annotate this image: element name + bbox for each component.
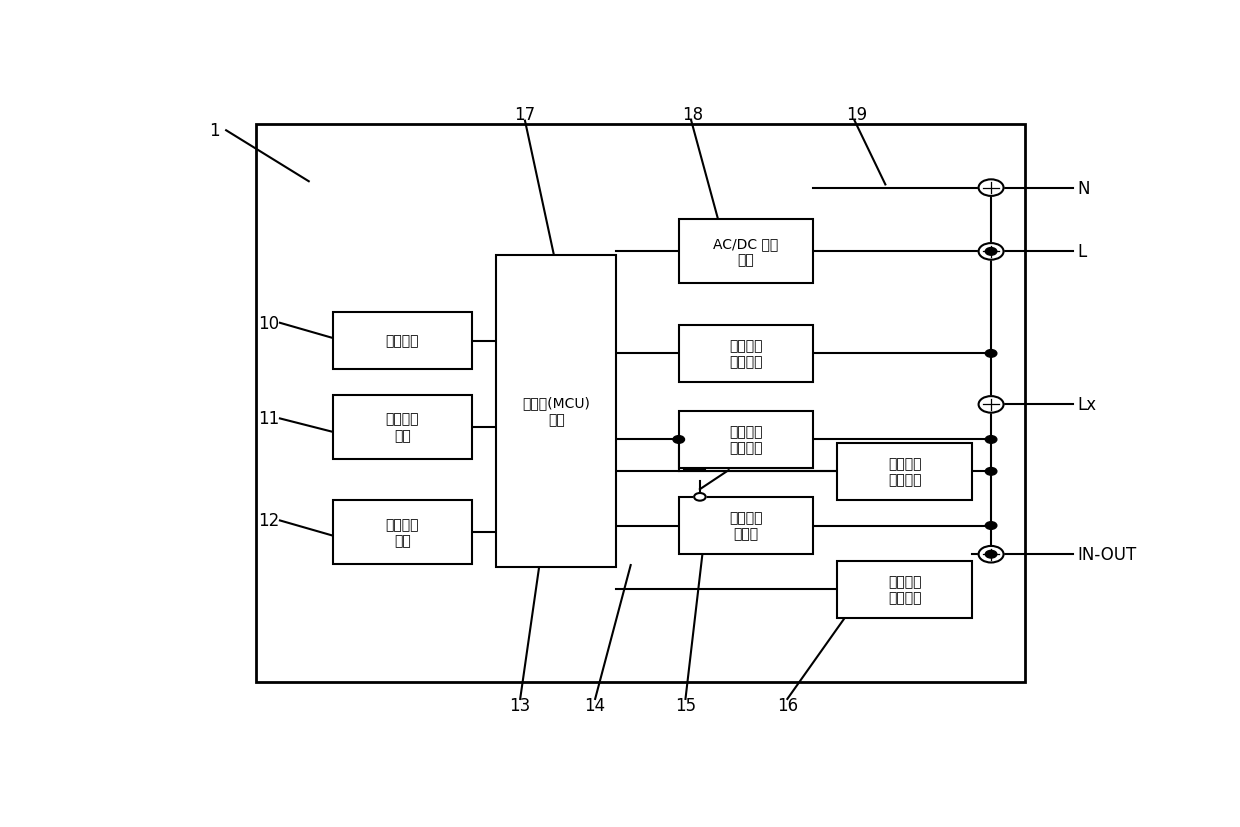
Bar: [678, 220, 813, 284]
Text: IN-OUT: IN-OUT: [1078, 546, 1137, 563]
Bar: [837, 561, 972, 619]
Text: 无线收发
模块: 无线收发 模块: [386, 517, 419, 547]
Circle shape: [978, 180, 1003, 197]
Text: 协控输入
检测模块: 协控输入 检测模块: [888, 575, 921, 605]
Circle shape: [694, 494, 706, 501]
Text: 12: 12: [258, 512, 279, 530]
Text: 继电器控
制模块: 继电器控 制模块: [729, 511, 763, 541]
Bar: [678, 411, 813, 469]
Text: 15: 15: [675, 696, 696, 715]
Text: L: L: [1078, 243, 1086, 261]
Circle shape: [986, 436, 997, 444]
Text: 18: 18: [682, 106, 704, 124]
Circle shape: [673, 436, 684, 444]
Circle shape: [986, 551, 997, 558]
Bar: [255, 125, 1024, 682]
Text: 14: 14: [584, 696, 605, 715]
Text: 单片机(MCU)
模块: 单片机(MCU) 模块: [522, 396, 590, 427]
Circle shape: [986, 468, 997, 476]
Text: N: N: [1078, 179, 1090, 198]
Text: 协控输出
调制模块: 协控输出 调制模块: [888, 457, 921, 487]
Text: 17: 17: [515, 106, 536, 124]
Bar: [678, 497, 813, 555]
Circle shape: [978, 244, 1003, 261]
Text: Lx: Lx: [1078, 396, 1096, 414]
Circle shape: [986, 248, 997, 256]
Bar: [678, 325, 813, 383]
Text: AC/DC 电源
模块: AC/DC 电源 模块: [713, 237, 779, 267]
Text: 16: 16: [776, 696, 797, 715]
Text: 19: 19: [846, 106, 867, 124]
Text: 1: 1: [210, 122, 219, 140]
Text: 10: 10: [258, 314, 279, 332]
Text: 触控输入
模块: 触控输入 模块: [386, 412, 419, 442]
Text: 交流波形
调制模块: 交流波形 调制模块: [729, 425, 763, 455]
Bar: [837, 443, 972, 500]
Circle shape: [978, 397, 1003, 414]
Bar: [332, 500, 472, 564]
Text: 11: 11: [258, 410, 279, 428]
Circle shape: [986, 350, 997, 358]
Bar: [496, 256, 616, 567]
Circle shape: [978, 547, 1003, 563]
Circle shape: [986, 522, 997, 530]
Text: 波形基准
检测模块: 波形基准 检测模块: [729, 339, 763, 369]
Text: 13: 13: [510, 696, 531, 715]
Bar: [332, 313, 472, 370]
Text: 显示模块: 显示模块: [386, 334, 419, 348]
Bar: [332, 395, 472, 459]
